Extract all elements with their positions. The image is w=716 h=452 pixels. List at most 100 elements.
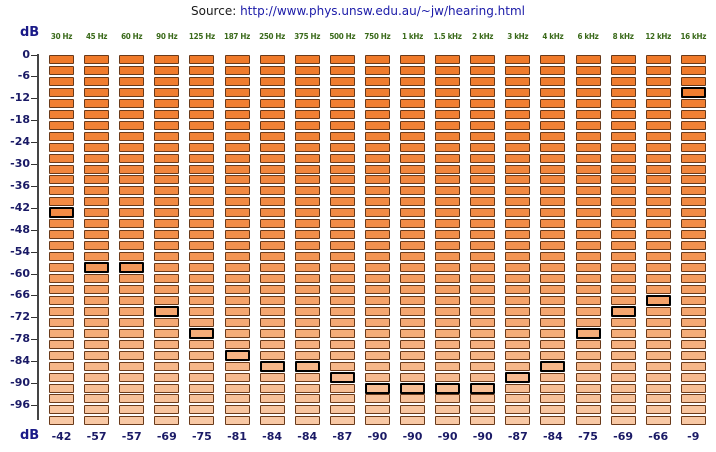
level-cell[interactable] [224,306,250,316]
level-cell[interactable] [49,65,74,75]
level-cell[interactable] [84,317,110,327]
level-cell[interactable] [294,65,320,75]
level-cell[interactable] [154,197,180,207]
level-cell[interactable] [329,416,355,426]
level-cell[interactable] [259,186,285,196]
level-cell[interactable] [294,284,320,294]
level-cell[interactable] [400,219,425,229]
level-cell[interactable] [610,241,636,251]
level-cell[interactable] [610,219,636,229]
level-cell[interactable] [224,361,250,371]
level-cell[interactable] [224,175,250,185]
level-cell[interactable] [119,131,145,141]
level-cell[interactable] [505,230,531,240]
level-cell[interactable] [154,405,180,415]
level-cell[interactable] [259,164,285,174]
level-cell[interactable] [329,328,355,338]
level-cell[interactable] [435,317,461,327]
level-cell[interactable] [189,109,215,119]
level-cell[interactable] [680,186,706,196]
level-cell[interactable] [505,339,531,349]
level-cell[interactable] [84,361,110,371]
threshold-marker-cell[interactable] [364,382,390,394]
level-cell[interactable] [610,361,636,371]
level-cell[interactable] [364,120,390,130]
level-cell[interactable] [259,350,285,360]
level-cell[interactable] [189,306,215,316]
level-cell[interactable] [470,263,496,273]
level-cell[interactable] [154,131,180,141]
level-cell[interactable] [435,274,461,283]
level-cell[interactable] [540,295,566,305]
level-cell[interactable] [575,361,601,371]
threshold-marker-cell[interactable] [505,371,531,383]
level-cell[interactable] [189,274,215,283]
level-cell[interactable] [154,76,180,86]
level-cell[interactable] [294,372,320,382]
level-cell[interactable] [119,109,145,119]
level-cell[interactable] [154,120,180,130]
level-cell[interactable] [470,175,496,185]
level-cell[interactable] [49,186,74,196]
level-cell[interactable] [645,186,671,196]
level-cell[interactable] [435,284,461,294]
level-cell[interactable] [470,109,496,119]
level-cell[interactable] [575,65,601,75]
level-cell[interactable] [84,131,110,141]
level-cell[interactable] [49,274,74,283]
level-cell[interactable] [189,142,215,152]
level-cell[interactable] [435,416,461,426]
level-cell[interactable] [645,76,671,86]
level-cell[interactable] [540,284,566,294]
level-cell[interactable] [189,153,215,163]
level-cell[interactable] [680,328,706,338]
level-cell[interactable] [610,120,636,130]
level-cell[interactable] [540,405,566,415]
level-cell[interactable] [610,284,636,294]
level-cell[interactable] [154,142,180,152]
level-cell[interactable] [505,131,531,141]
level-cell[interactable] [84,416,110,426]
level-cell[interactable] [680,208,706,218]
level-cell[interactable] [84,295,110,305]
level-cell[interactable] [645,87,671,97]
level-cell[interactable] [540,109,566,119]
level-cell[interactable] [435,164,461,174]
level-cell[interactable] [680,153,706,163]
level-cell[interactable] [645,328,671,338]
threshold-marker-cell[interactable] [435,382,461,394]
level-cell[interactable] [259,405,285,415]
level-cell[interactable] [435,394,461,404]
level-cell[interactable] [400,175,425,185]
level-cell[interactable] [610,416,636,426]
level-cell[interactable] [259,76,285,86]
level-cell[interactable] [119,175,145,185]
level-cell[interactable] [470,164,496,174]
level-cell[interactable] [610,76,636,86]
level-cell[interactable] [680,131,706,141]
level-cell[interactable] [645,263,671,273]
level-cell[interactable] [224,142,250,152]
level-cell[interactable] [435,76,461,86]
level-cell[interactable] [119,65,145,75]
level-cell[interactable] [645,219,671,229]
level-cell[interactable] [680,383,706,393]
level-cell[interactable] [294,263,320,273]
level-cell[interactable] [645,164,671,174]
level-cell[interactable] [329,65,355,75]
threshold-marker-cell[interactable] [610,305,636,317]
level-cell[interactable] [49,350,74,360]
level-cell[interactable] [119,153,145,163]
level-cell[interactable] [154,252,180,262]
level-cell[interactable] [224,109,250,119]
threshold-marker-cell[interactable] [680,86,706,98]
level-cell[interactable] [49,131,74,141]
level-cell[interactable] [470,186,496,196]
level-cell[interactable] [294,416,320,426]
level-cell[interactable] [294,252,320,262]
level-cell[interactable] [470,219,496,229]
threshold-marker-cell[interactable] [84,262,110,274]
level-cell[interactable] [364,350,390,360]
level-cell[interactable] [470,65,496,75]
level-cell[interactable] [294,405,320,415]
